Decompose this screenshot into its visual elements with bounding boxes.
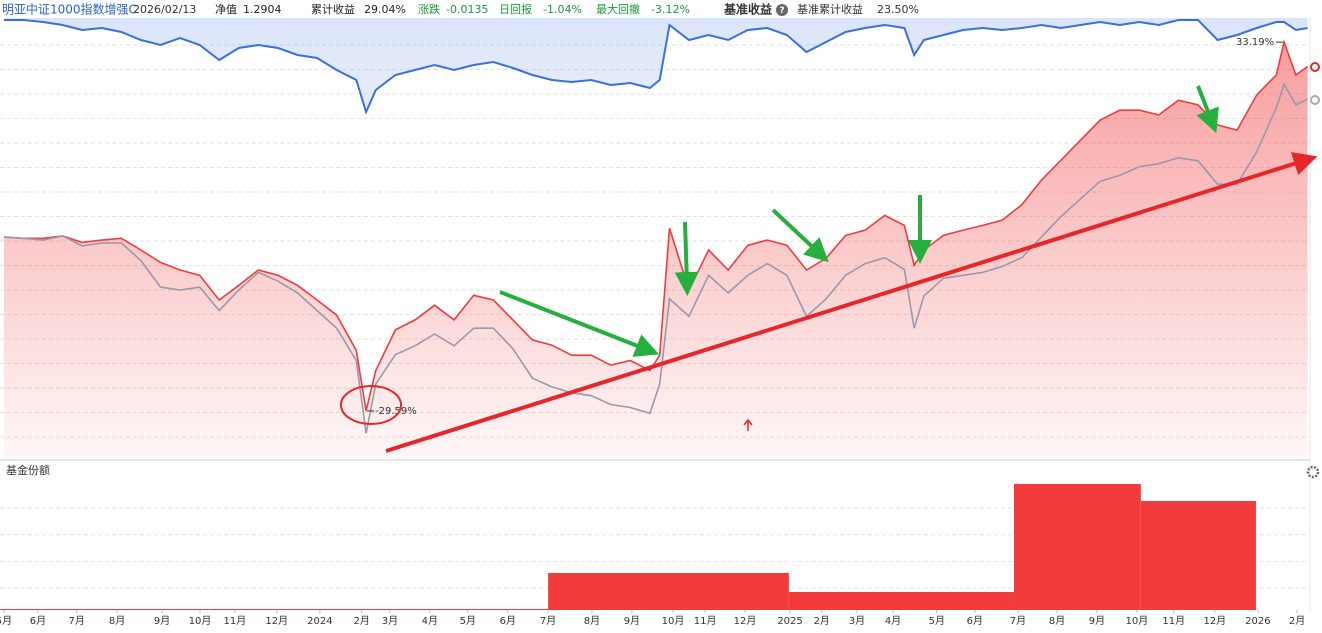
x-tick-label: 8月 [584, 615, 600, 627]
x-tick-label: 3月 [382, 615, 398, 627]
annotation: -29.59% [375, 406, 417, 417]
stat-value: -1.04% [543, 3, 582, 16]
x-tick-label: 12月 [734, 615, 757, 627]
annotation: 33.19% [1236, 37, 1274, 48]
bar [1140, 501, 1256, 610]
x-tick-label: 8月 [1049, 615, 1065, 627]
stats: 净值 1.2904 累计收益 29.04% 涨跌 -0.0135 日回报 -1.04% 最大回撤… [215, 2, 690, 16]
x-tick-label: 10月 [1126, 615, 1149, 627]
bar [548, 573, 789, 610]
x-tick-label: 12月 [265, 615, 288, 627]
stat-label: 涨跌 [418, 2, 440, 16]
x-tick-label: 3月 [849, 615, 865, 627]
benchmark-stat-label: 基准累计收益 [797, 2, 863, 16]
area-fill [3, 42, 1308, 458]
x-tick-label: 2025 [777, 616, 802, 627]
settings-icon[interactable] [1306, 465, 1320, 479]
x-tick-label: 10月 [189, 615, 212, 627]
trend-arrow [385, 152, 1318, 453]
end-dot [1310, 95, 1320, 105]
x-tick-label: 2026 [1245, 616, 1270, 627]
stat-value: 1.2904 [243, 3, 282, 16]
stat-value: -3.12% [651, 3, 690, 16]
x-tick-label: 4月 [885, 615, 901, 627]
benchmark-toggle[interactable]: 基准收益 [723, 2, 772, 17]
area-fill [3, 18, 1308, 112]
stat-value: 29.04% [364, 3, 406, 16]
x-tick-label: 7月 [1010, 615, 1026, 627]
circle-mark [340, 385, 402, 425]
x-tick-label: 11月 [694, 615, 717, 627]
x-tick-label: 9月 [1089, 615, 1105, 627]
bar [1013, 484, 1141, 610]
x-tick-label: 7月 [540, 615, 556, 627]
series-line [3, 82, 1308, 434]
x-tick-label: 8月 [109, 615, 125, 627]
stat-label: 日回报 [499, 2, 532, 16]
stat-label: 净值 [215, 2, 237, 16]
x-tick-label: 6月 [967, 615, 983, 627]
x-tick-label: 6月 [500, 615, 516, 627]
small-arrow [743, 418, 753, 431]
x-tick-label: 2月 [354, 615, 370, 627]
bar [0, 609, 549, 610]
stat-value: -0.0135 [446, 3, 488, 16]
bar [788, 592, 1014, 610]
x-tick-label: 2月 [814, 615, 830, 627]
green-arrow [674, 221, 699, 296]
green-arrow [1196, 85, 1219, 134]
end-dot [1310, 62, 1320, 72]
series-line [3, 19, 1308, 115]
series-line [3, 39, 1309, 412]
x-tick-label: 12月 [1203, 615, 1226, 627]
stat-label: 累计收益 [311, 2, 355, 16]
green-arrow [499, 290, 660, 357]
help-icon-glyph: ? [779, 6, 784, 16]
help-icon[interactable] [776, 4, 788, 16]
x-tick-label: 5月 [0, 615, 12, 627]
x-tick-label: 2024 [307, 616, 332, 627]
x-tick-label: 9月 [154, 615, 170, 627]
x-tick-label: 11月 [1162, 615, 1185, 627]
x-tick-label: 10月 [662, 615, 685, 627]
x-tick-label: 11月 [224, 615, 247, 627]
x-tick-label: 5月 [929, 615, 945, 627]
green-arrow [771, 208, 829, 263]
x-tick-label: 7月 [69, 615, 85, 627]
x-tick-label: 2月 [1289, 615, 1305, 627]
panel-title: 基金份额 [6, 463, 50, 477]
benchmark-stat-value: 23.50% [877, 3, 919, 16]
date: 2026/02/13 [133, 3, 196, 16]
x-tick-label: 4月 [422, 615, 438, 627]
x-tick-label: 6月 [30, 615, 46, 627]
x-tick-label: 5月 [460, 615, 476, 627]
plot-area: 33.19% -29.59% 5月 6月 7月 8月 9月 10月 11月 12月 2024 2月 3月… [0, 18, 1309, 627]
fund-name: 明亚中证1000指数增强C [2, 2, 137, 17]
x-tick-label: 9月 [624, 615, 640, 627]
stat-label: 最大回撤 [596, 2, 640, 16]
